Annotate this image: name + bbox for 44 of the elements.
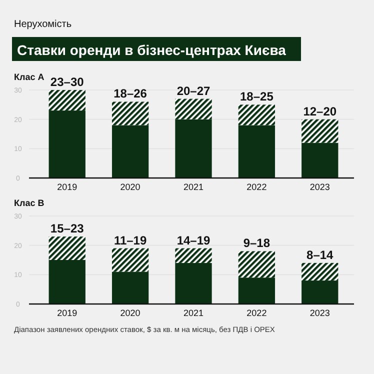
bar [238, 104, 276, 126]
total-label: 9–18 [243, 236, 270, 250]
bar [112, 125, 149, 178]
bar [175, 98, 212, 120]
total-label: 14–19 [176, 233, 211, 248]
total-label: 12–20 [303, 104, 337, 118]
total-label: 18–26 [114, 86, 148, 101]
x-tick-label: 2023 [310, 308, 330, 318]
x-tick-label: 2023 [310, 182, 330, 192]
bar [48, 236, 86, 260]
x-tick-label: 2019 [57, 182, 78, 192]
bar [238, 125, 276, 178]
bar [302, 142, 338, 178]
bar [112, 102, 149, 126]
chart-subtitle: Нерухомість [14, 19, 72, 30]
y-axis-title: Клас В [14, 198, 45, 208]
x-tick-label: 2021 [183, 182, 204, 192]
total-label: 20–27 [176, 84, 211, 98]
bar [48, 110, 86, 178]
bar [302, 280, 338, 304]
total-label: 18–25 [240, 90, 274, 104]
total-label: 8–14 [306, 248, 334, 262]
x-tick-label: 2020 [120, 182, 140, 192]
y-axis-title: Клас А [14, 72, 45, 82]
bar [48, 260, 86, 304]
bar [302, 119, 338, 143]
x-tick-label: 2022 [246, 182, 267, 192]
x-tick-label: 2019 [57, 308, 78, 318]
total-label: 11–19 [114, 233, 147, 248]
chart-title: Ставки оренди в бізнес-центрах Києва [17, 42, 286, 58]
bar [238, 251, 276, 278]
x-tick-label: 2021 [183, 308, 204, 318]
bar [175, 119, 212, 178]
x-tick-label: 2020 [120, 308, 140, 318]
bar [48, 90, 86, 111]
total-label: 15–23 [50, 222, 84, 236]
bar [112, 248, 149, 272]
bar [302, 262, 338, 281]
bar [112, 272, 149, 304]
bar [175, 262, 212, 304]
bar [238, 278, 276, 304]
bar [175, 248, 212, 263]
x-tick-label: 2022 [246, 308, 267, 318]
total-label: 23–30 [50, 75, 84, 89]
